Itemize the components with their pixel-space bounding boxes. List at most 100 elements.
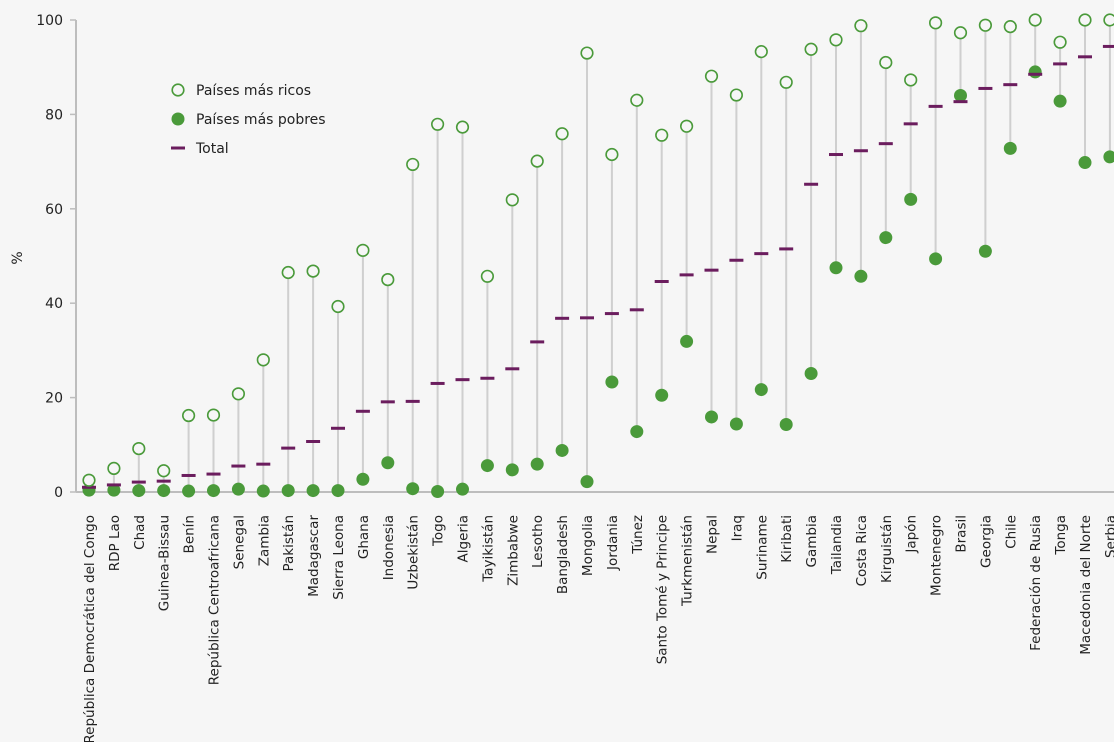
poor-point (207, 484, 220, 498)
poor-point (381, 456, 395, 470)
x-category-label: República Centroafricana (207, 515, 223, 685)
poor-point (754, 383, 768, 397)
rich-point (281, 265, 295, 280)
y-tick-label: 40 (45, 296, 63, 312)
poor-point (256, 484, 270, 498)
poor-point (655, 388, 669, 402)
x-category-label: Tayikistán (480, 515, 496, 583)
rich-point (1028, 13, 1042, 27)
poor-point (705, 410, 718, 424)
y-axis-title: % (10, 251, 26, 264)
x-category-label: Senegal (231, 515, 247, 569)
rich-point (879, 55, 893, 70)
poor-point (954, 89, 967, 103)
rich-point (1103, 13, 1114, 27)
legend-poor-icon (171, 112, 185, 126)
poor-point (530, 457, 544, 471)
x-category-label: Mongolia (580, 515, 596, 576)
rich-point (206, 408, 221, 422)
y-tick-label: 0 (54, 485, 63, 501)
x-category-label: Chad (132, 515, 148, 550)
poor-point (580, 475, 594, 489)
rich-point (306, 264, 320, 278)
poor-point (1003, 141, 1017, 155)
poor-point (182, 484, 196, 498)
poor-point (306, 484, 320, 498)
poor-point (729, 417, 743, 431)
x-category-label: Nepal (705, 515, 721, 554)
marks (82, 13, 1114, 499)
y-tick-label: 100 (36, 13, 63, 29)
y-tick-label: 80 (45, 107, 63, 123)
rich-point (679, 119, 694, 133)
rich-point (854, 19, 868, 33)
poor-point (132, 484, 146, 498)
y-tick-label: 20 (45, 391, 63, 407)
x-category-label: Zimbabwe (505, 515, 521, 586)
rich-point (455, 120, 470, 134)
x-category-label: Santo Tomé y Principe (655, 515, 671, 664)
x-category-label: Tonga (1053, 515, 1069, 556)
rich-point (132, 441, 146, 456)
x-category-label: Federación de Rusia (1028, 515, 1044, 651)
x-category-label: Guinea-Bissau (157, 515, 173, 611)
rich-point (630, 93, 644, 107)
x-category-label: Sierra Leona (331, 515, 347, 600)
poor-point (804, 367, 818, 381)
x-category-label: Costa Rica (854, 515, 870, 586)
x-category-label: Jordania (605, 515, 621, 571)
rich-point (1078, 13, 1092, 27)
poor-point (854, 269, 868, 283)
rich-point (729, 88, 744, 102)
x-category-label: Chile (1003, 515, 1019, 549)
x-category-label: Turkmenistán (680, 515, 696, 607)
poor-point (505, 463, 519, 477)
rich-point (356, 243, 370, 257)
rich-point (928, 16, 943, 30)
legend-label: Países más ricos (196, 83, 311, 99)
poor-point (1053, 94, 1067, 108)
poor-point (879, 231, 893, 245)
poor-point (157, 484, 171, 498)
poor-point (605, 375, 619, 389)
x-category-label: Zambia (256, 515, 272, 566)
x-category-label: Kiribati (779, 515, 795, 563)
rich-point (655, 128, 669, 142)
rich-point (381, 273, 395, 287)
rich-point (480, 269, 495, 283)
poor-point (281, 484, 295, 498)
x-category-label: Pakistán (281, 515, 297, 572)
x-category-label: Montenegro (929, 515, 945, 596)
x-category-label: Indonesia (381, 515, 397, 580)
rich-point (157, 464, 171, 478)
poor-point (231, 482, 245, 496)
rich-point (82, 473, 96, 487)
legend: Países más ricos Países más pobres Total (171, 83, 326, 157)
poor-point (480, 459, 494, 473)
poor-point (1028, 65, 1042, 79)
rich-point (530, 154, 544, 168)
rich-point (231, 387, 245, 401)
rich-point (1003, 20, 1017, 34)
poor-point (779, 418, 793, 432)
poor-point (456, 482, 469, 496)
rich-point (804, 42, 818, 56)
x-category-label: Macedonia del Norte (1078, 515, 1094, 655)
poor-point (630, 425, 644, 439)
poor-point (331, 484, 345, 498)
rich-point (580, 46, 594, 60)
rich-point (331, 299, 345, 314)
y-tick-label: 60 (45, 202, 63, 218)
x-category-label: Ghana (356, 515, 372, 559)
x-category-label: Lesotho (530, 515, 546, 568)
x-category-label: Tailandia (829, 515, 845, 575)
poor-point (978, 244, 992, 258)
x-category-label: Madagascar (306, 515, 322, 597)
rich-point (406, 157, 420, 172)
poor-point (406, 482, 420, 496)
poor-point (1103, 150, 1114, 164)
poor-point (356, 472, 370, 486)
poor-point (680, 334, 694, 348)
x-category-label: Bangladesh (555, 515, 571, 594)
